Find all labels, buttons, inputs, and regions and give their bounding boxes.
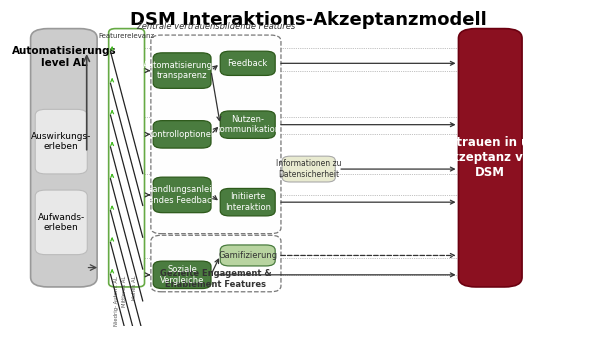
FancyBboxPatch shape [220, 111, 275, 138]
FancyBboxPatch shape [458, 29, 522, 287]
Text: Feedback: Feedback [227, 59, 268, 68]
Text: Aufwands-
erleben: Aufwands- erleben [38, 213, 85, 232]
FancyBboxPatch shape [220, 245, 275, 266]
Text: Gamifizierung: Gamifizierung [218, 251, 277, 260]
FancyBboxPatch shape [35, 109, 87, 174]
FancyBboxPatch shape [220, 189, 275, 216]
Text: Initiierte
Interaktion: Initiierte Interaktion [225, 192, 271, 212]
Text: Hohes AL: Hohes AL [131, 275, 137, 300]
FancyBboxPatch shape [153, 53, 211, 88]
Text: Soziale
Vergleiche: Soziale Vergleiche [160, 265, 204, 285]
Text: Featurerelevanz: Featurerelevanz [98, 33, 155, 40]
Text: Vertrauen in und
Akzeptanz von
DSM: Vertrauen in und Akzeptanz von DSM [434, 136, 547, 179]
Text: Informationen zu
Datensicherheit: Informationen zu Datensicherheit [276, 160, 341, 179]
FancyBboxPatch shape [153, 261, 211, 289]
Text: Mittleres AL: Mittleres AL [122, 275, 127, 307]
Text: Niedrig- Autom. AL: Niedrig- Autom. AL [114, 275, 119, 325]
FancyBboxPatch shape [153, 121, 211, 148]
Text: Kontrolloptionen: Kontrolloptionen [148, 130, 217, 139]
Text: Auswirkungs-
erleben: Auswirkungs- erleben [31, 132, 91, 151]
FancyBboxPatch shape [153, 177, 211, 213]
Text: Handlungsanleit-
endes Feedback: Handlungsanleit- endes Feedback [146, 185, 218, 204]
Text: Nutzen-
kommunikation: Nutzen- kommunikation [215, 115, 280, 135]
Text: Automatisierungs
level AL: Automatisierungs level AL [11, 46, 116, 68]
Text: DSM Interaktions-Akzeptanzmodell: DSM Interaktions-Akzeptanzmodell [130, 11, 487, 29]
FancyBboxPatch shape [220, 51, 275, 75]
FancyBboxPatch shape [109, 29, 145, 287]
Text: Gezielte Engagement &
Enablement Features: Gezielte Engagement & Enablement Feature… [160, 269, 272, 289]
FancyBboxPatch shape [151, 35, 281, 234]
FancyBboxPatch shape [282, 156, 335, 182]
Text: Automatisierungs-
transparenz: Automatisierungs- transparenz [143, 61, 221, 80]
FancyBboxPatch shape [31, 29, 97, 287]
FancyBboxPatch shape [35, 190, 87, 255]
FancyBboxPatch shape [151, 235, 281, 292]
Text: Zentrale vertrauensbildende Features: Zentrale vertrauensbildende Features [136, 22, 296, 31]
